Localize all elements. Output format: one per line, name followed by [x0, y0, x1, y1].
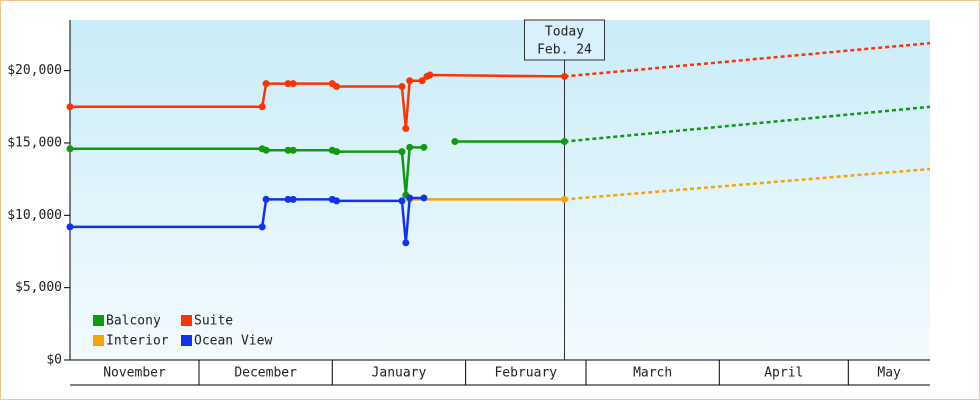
data-point [66, 145, 74, 153]
legend-swatch [93, 335, 104, 346]
data-point [289, 80, 297, 88]
data-point [333, 83, 341, 91]
data-point [262, 80, 270, 88]
data-point [561, 195, 568, 203]
legend-label: Ocean View [194, 334, 272, 349]
data-point [398, 148, 406, 156]
data-point [402, 125, 410, 133]
data-point [406, 77, 414, 85]
data-point [262, 195, 270, 203]
forecast-line [564, 105, 931, 143]
y-tick-label: $5,000 [15, 280, 62, 295]
data-point [418, 77, 426, 85]
data-point [420, 194, 428, 202]
today-date: Feb. 24 [537, 43, 592, 58]
legend-label: Interior [106, 334, 169, 349]
data-point [561, 138, 568, 146]
data-point [406, 143, 414, 151]
legend-swatch [181, 315, 192, 326]
data-point [289, 195, 297, 203]
data-point [262, 146, 270, 154]
legend-label: Balcony [106, 314, 161, 329]
x-tick-label: May [877, 366, 901, 381]
data-point [420, 143, 428, 151]
y-tick-label: $15,000 [7, 135, 62, 150]
data-point [333, 197, 341, 205]
data-point [398, 197, 406, 205]
plot-area [70, 20, 930, 360]
y-tick-label: $20,000 [7, 63, 62, 78]
legend-swatch [93, 315, 104, 326]
data-point [284, 146, 292, 154]
data-point [451, 138, 459, 146]
forecast-line [564, 41, 931, 78]
x-tick-label: March [633, 366, 672, 381]
today-label: Today [545, 25, 584, 40]
x-tick-label: February [494, 366, 557, 381]
data-point [398, 83, 406, 91]
data-point [289, 146, 297, 154]
forecast-line [564, 167, 931, 201]
today-box [524, 19, 605, 61]
legend-label: Suite [194, 314, 233, 329]
x-tick-label: December [234, 366, 297, 381]
data-point [402, 239, 410, 247]
y-tick-label: $10,000 [7, 208, 62, 223]
legend-swatch [181, 335, 192, 346]
y-tick-label: $0 [46, 353, 62, 368]
data-point [66, 223, 74, 231]
data-point [561, 72, 568, 80]
data-point [258, 223, 266, 231]
data-point [258, 103, 266, 111]
x-tick-label: November [103, 366, 166, 381]
data-point [426, 71, 434, 79]
data-point [284, 195, 292, 203]
data-point [66, 103, 74, 111]
data-point [406, 194, 414, 202]
data-point [333, 148, 341, 156]
x-tick-label: January [372, 366, 427, 381]
x-tick-label: April [764, 366, 803, 381]
data-point [284, 80, 292, 88]
